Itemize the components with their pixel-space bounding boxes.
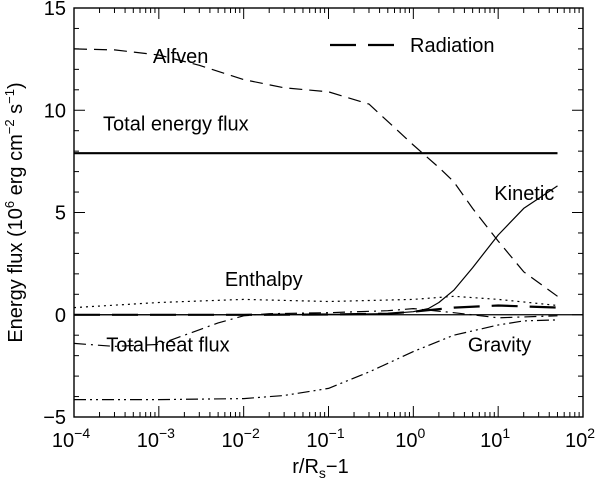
y-tick-label: 15: [44, 0, 66, 20]
y-axis-title: Energy flux (106 erg cm−2 s−1): [2, 82, 27, 342]
label-alfven: Alfven: [153, 46, 209, 68]
x-tick-label-base: 10: [137, 430, 159, 452]
x-tick-label-exp: −1: [329, 425, 345, 441]
x-tick-label: 10−4: [52, 425, 90, 452]
x-tick-label: 100: [395, 425, 425, 452]
x-tick-label-exp: −4: [74, 425, 90, 441]
x-tick-label-base: 10: [52, 430, 74, 452]
x-tick-label-exp: 2: [587, 425, 595, 441]
y-axis-title-part3: s: [5, 104, 27, 120]
x-axis-title-sub: s: [319, 465, 326, 480]
x-tick-label-exp: −2: [244, 425, 260, 441]
x-tick-label-exp: −3: [159, 425, 175, 441]
y-axis-title-exp1: 6: [2, 201, 17, 208]
label-enthalpy: Enthalpy: [225, 269, 303, 291]
legend: Radiation: [330, 35, 495, 57]
series-enthalpy-line: [73, 295, 558, 309]
y-axis-title-part4: ): [5, 82, 27, 89]
label-gravity: Gravity: [468, 335, 531, 357]
x-tick-label-base: 10: [222, 430, 244, 452]
y-axis-title-part2: erg cm: [5, 134, 27, 201]
x-axis-title-main: r/R: [292, 456, 319, 478]
x-tick-label-base: 10: [565, 430, 587, 452]
label-total-heat-flux: Total heat flux: [106, 335, 229, 357]
x-tick-label: 10−1: [306, 425, 344, 452]
series-kinetic-line: [74, 185, 558, 316]
label-total-energy-flux: Total energy flux: [103, 114, 249, 136]
x-tick-label-exp: 0: [418, 425, 426, 441]
legend-radiation-label: Radiation: [410, 35, 495, 57]
series-gravity-line: [74, 319, 558, 401]
x-tick-label: 102: [565, 425, 595, 452]
x-axis-title: r/Rs−1: [292, 456, 348, 480]
y-axis-title-part1: Energy flux (10: [5, 208, 27, 343]
annotation-layer: Alfven Total energy flux Kinetic Enthalpy To…: [103, 46, 554, 356]
x-axis-title-tail: −1: [326, 456, 349, 478]
y-axis-title-exp2: −2: [2, 119, 17, 134]
y-tick-label: 0: [55, 305, 66, 327]
x-tick-label: 10−3: [137, 425, 175, 452]
x-tick-label-base: 10: [480, 430, 502, 452]
y-tick-label: −5: [43, 407, 66, 429]
x-tick-label: 101: [480, 425, 510, 452]
series-radiation-line: [74, 304, 558, 316]
y-axis: −5 0 5 10 15: [43, 0, 583, 429]
series-total-heat-flux-line: [73, 308, 558, 347]
x-tick-label-exp: 1: [502, 425, 510, 441]
y-axis-title-exp3: −1: [2, 89, 17, 104]
x-axis: 10−4 10−3 10−2 10−1 100 101 102: [52, 8, 595, 452]
y-tick-label: 5: [55, 203, 66, 225]
series-alfven-line: [73, 48, 558, 297]
label-kinetic: Kinetic: [494, 183, 554, 205]
y-tick-label: 10: [44, 100, 66, 122]
x-tick-label-base: 10: [395, 430, 417, 452]
series-layer: [73, 48, 558, 401]
x-tick-label: 10−2: [222, 425, 260, 452]
x-tick-label-base: 10: [306, 430, 328, 452]
